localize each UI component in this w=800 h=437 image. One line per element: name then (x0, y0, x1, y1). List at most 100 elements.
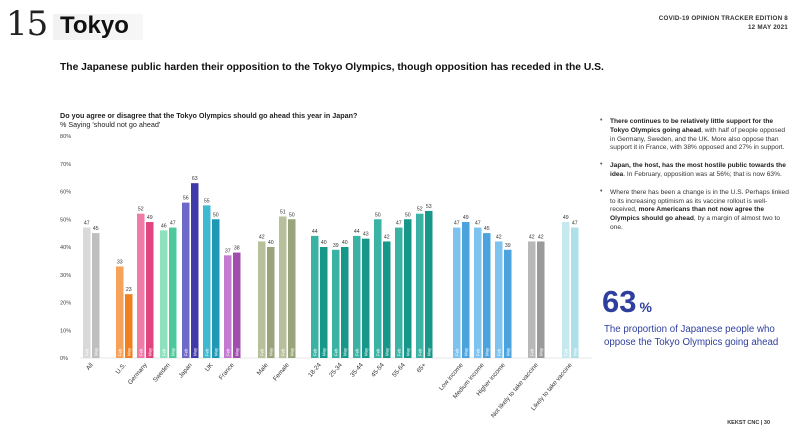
category-label: U.S. (115, 362, 128, 376)
data-label: 46 (161, 223, 167, 229)
series-label: May (192, 347, 197, 356)
note-1-bold: There continues to be relatively little … (610, 118, 774, 134)
series-label: May (342, 347, 347, 356)
series-label: Feb (312, 348, 317, 356)
series-label: May (484, 347, 489, 356)
bar-sweden-may (169, 227, 177, 358)
series-label: Feb (354, 348, 359, 356)
y-tick-label: 60% (60, 190, 71, 196)
callout-unit: % (639, 299, 652, 315)
bar-55-64-feb (395, 227, 403, 358)
data-label: 43 (363, 232, 369, 238)
bar-higher-income-feb (495, 241, 503, 358)
category-label: 25-34 (328, 361, 344, 378)
note-3: • Where there has been a change is in th… (600, 188, 790, 233)
bar-likely-to-take-vaccine-may (571, 227, 579, 358)
series-label: May (426, 347, 431, 356)
data-label: 50 (289, 212, 295, 218)
data-label: 42 (529, 234, 535, 240)
y-tick-label: 50% (60, 217, 71, 223)
series-label: May (126, 347, 131, 356)
bar-35-44-feb (353, 235, 361, 358)
title-background (53, 14, 143, 40)
edition-label: COVID-19 OPINION TRACKER EDITION 8 (658, 15, 788, 22)
headline: The Japanese public harden their opposit… (60, 62, 604, 73)
category-label: 55-64 (391, 361, 407, 378)
bar-chart: 0% 10% 20% 30% 40% 50% 60% 70% 80% 47 Feb 45 May All 3… (60, 134, 592, 419)
note-3-bold: more Americans than not now agree the Ol… (610, 206, 765, 223)
series-label: May (363, 347, 368, 356)
series-label: Feb (259, 348, 264, 356)
series-label: May (170, 347, 175, 356)
series-label: Feb (280, 348, 285, 356)
data-label: 42 (384, 234, 390, 240)
chart-question: Do you agree or disagree that the Tokyo … (60, 111, 357, 129)
bar-low-income-feb (453, 227, 461, 358)
data-label: 45 (484, 226, 490, 232)
bar-not-likely-to-take-vaccine-may (537, 241, 545, 358)
data-label: 39 (505, 243, 511, 249)
y-tick-label: 20% (60, 301, 71, 307)
bar-not-likely-to-take-vaccine-feb (528, 241, 536, 358)
data-label: 42 (538, 234, 544, 240)
bar-likely-to-take-vaccine-feb (562, 222, 570, 358)
series-label: Feb (225, 348, 230, 356)
page-number: 15 (6, 4, 48, 44)
question-subtitle: % Saying 'should not go ahead' (60, 120, 161, 129)
callout-caption: The proportion of Japanese people who op… (604, 324, 779, 348)
data-label: 40 (342, 240, 348, 246)
series-label: Feb (475, 348, 480, 356)
series-label: Feb (204, 348, 209, 356)
data-label: 47 (475, 221, 481, 227)
category-label: Sweden (152, 361, 172, 383)
bar-france-feb (224, 255, 232, 358)
series-label: Feb (563, 348, 568, 356)
bar-japan-feb (182, 202, 190, 358)
bar-65--feb (416, 213, 424, 358)
bar-65--may (425, 210, 433, 358)
data-label: 47 (170, 221, 176, 227)
series-label: Feb (396, 348, 401, 356)
data-label: 55 (204, 198, 210, 204)
category-label: All (85, 362, 95, 372)
series-label: Feb (454, 348, 459, 356)
bar-medium-income-may (483, 233, 491, 358)
data-label: 44 (354, 229, 360, 235)
bar-25-34-feb (332, 249, 340, 358)
bar-sweden-feb (160, 230, 168, 358)
bar-45-54-may (383, 241, 391, 358)
series-label: Feb (161, 348, 166, 356)
data-label: 45 (93, 226, 99, 232)
series-label: Feb (496, 348, 501, 356)
bar-female-may (288, 219, 296, 358)
series-label: May (213, 347, 218, 356)
question-text: Do you agree or disagree that the Tokyo … (60, 111, 358, 120)
bar-35-44-may (362, 238, 370, 358)
series-label: May (384, 347, 389, 356)
note-2-text: . In February, opposition was at 56%; th… (623, 170, 782, 178)
bar-germany-may (146, 222, 154, 358)
note-1-text: , with half of people opposed in Germany… (610, 126, 786, 152)
data-label: 40 (268, 240, 274, 246)
bar-male-feb (258, 241, 266, 358)
series-label: Feb (138, 348, 143, 356)
series-label: May (538, 347, 543, 356)
series-label: May (93, 347, 98, 356)
series-label: May (463, 347, 468, 356)
category-label: 45-54 (370, 361, 386, 378)
edition-info: COVID-19 OPINION TRACKER EDITION 8 12 MA… (659, 14, 788, 32)
notes-panel: • There continues to be relatively littl… (600, 117, 790, 242)
bar-u-s--may (125, 294, 133, 358)
bar-45-54-feb (374, 219, 382, 358)
data-label: 42 (496, 234, 502, 240)
note-3-text: Where there has been a change is in the … (610, 188, 789, 214)
page-title: Tokyo (60, 12, 129, 39)
data-label: 51 (280, 209, 286, 215)
category-label: Male (256, 361, 270, 376)
series-label: Feb (84, 348, 89, 356)
bar-male-may (267, 247, 275, 358)
bar-u-s--feb (116, 266, 124, 358)
bar-france-may (233, 252, 241, 358)
edition-date: 12 MAY 2021 (747, 24, 788, 31)
data-label: 37 (225, 248, 231, 254)
